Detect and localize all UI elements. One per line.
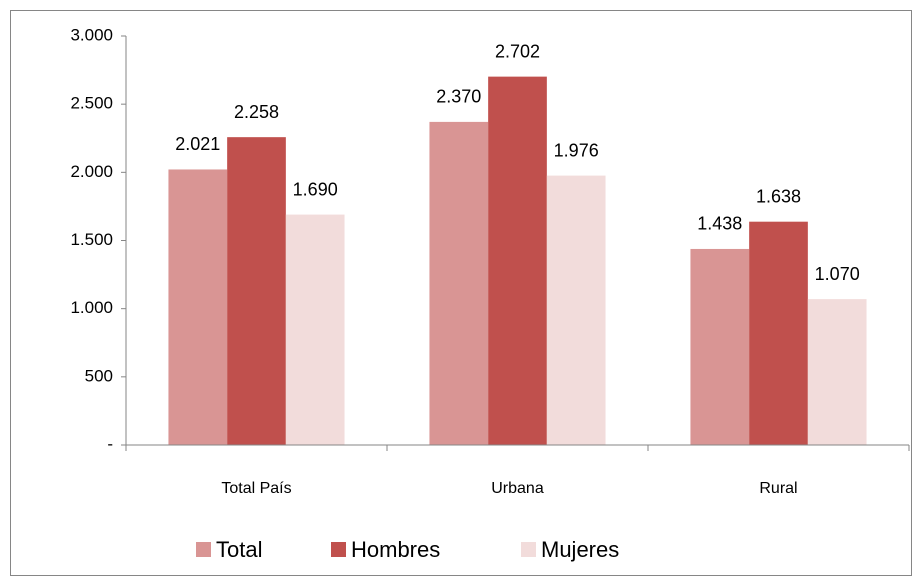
y-tick-label: 500 <box>85 366 113 385</box>
bar <box>168 169 228 445</box>
x-tick-label: Total País <box>221 480 291 497</box>
bar <box>488 76 547 446</box>
legend-swatch <box>196 542 211 557</box>
legend-swatch <box>521 542 536 557</box>
bar <box>285 214 345 445</box>
legend-swatch <box>331 542 346 557</box>
data-label: 2.258 <box>234 102 279 122</box>
data-label: 1.638 <box>756 186 801 206</box>
y-tick-label: 3.000 <box>70 25 113 44</box>
x-tick-label: Urbana <box>491 480 544 497</box>
bar <box>429 121 489 445</box>
legend-label: Mujeres <box>541 537 619 562</box>
data-label: 1.438 <box>697 214 742 234</box>
legend-label: Total <box>216 537 262 562</box>
bar <box>227 137 286 445</box>
data-label: 2.370 <box>436 87 481 107</box>
bar <box>546 175 606 445</box>
y-tick-label: 2.000 <box>70 162 113 181</box>
data-label: 2.702 <box>495 41 540 61</box>
bar <box>690 248 750 445</box>
data-label: 1.976 <box>554 140 599 160</box>
x-tick-label: Rural <box>759 480 797 497</box>
data-label: 2.021 <box>175 134 220 154</box>
y-tick-label: 1.500 <box>70 230 113 249</box>
bar <box>749 221 808 445</box>
y-tick-label: - <box>107 434 113 453</box>
data-label: 1.070 <box>815 264 860 284</box>
legend-label: Hombres <box>351 537 440 562</box>
data-label: 1.690 <box>293 179 338 199</box>
y-tick-label: 1.000 <box>70 298 113 317</box>
y-tick-label: 2.500 <box>70 94 113 113</box>
bar <box>807 299 867 445</box>
